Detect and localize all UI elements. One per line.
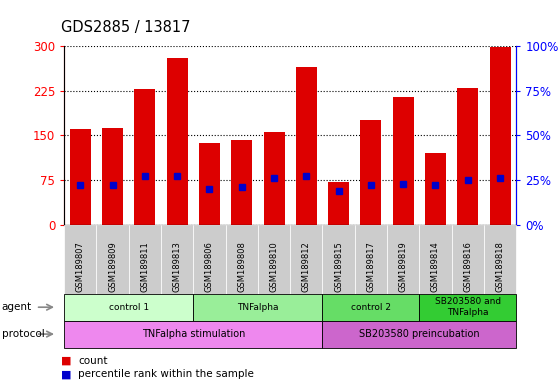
Text: GSM189817: GSM189817	[367, 241, 376, 292]
Bar	[263, 132, 285, 225]
Text: GSM189815: GSM189815	[334, 241, 343, 292]
Text: GSM189816: GSM189816	[463, 241, 472, 292]
Text: count: count	[78, 356, 108, 366]
Text: GSM189812: GSM189812	[302, 241, 311, 292]
Text: control 2: control 2	[351, 303, 391, 312]
Text: control 1: control 1	[109, 303, 149, 312]
Bar	[199, 143, 220, 225]
Text: GSM189818: GSM189818	[496, 241, 504, 292]
Text: GSM189811: GSM189811	[141, 241, 150, 292]
Bar	[457, 88, 478, 225]
Bar	[167, 58, 187, 225]
Bar	[134, 89, 155, 225]
Text: TNFalpha stimulation: TNFalpha stimulation	[142, 329, 245, 339]
Text: ■: ■	[61, 369, 72, 379]
Bar	[102, 128, 123, 225]
Text: GSM189808: GSM189808	[237, 241, 246, 292]
Text: GDS2885 / 13817: GDS2885 / 13817	[61, 20, 191, 35]
Text: SB203580 preincubation: SB203580 preincubation	[359, 329, 480, 339]
Text: GSM189813: GSM189813	[172, 241, 182, 292]
Bar	[393, 97, 413, 225]
Text: TNFalpha: TNFalpha	[237, 303, 278, 312]
Text: SB203580 and
TNFalpha: SB203580 and TNFalpha	[435, 298, 501, 317]
Bar	[296, 67, 317, 225]
Text: GSM189809: GSM189809	[108, 241, 117, 292]
Text: percentile rank within the sample: percentile rank within the sample	[78, 369, 254, 379]
Bar	[425, 153, 446, 225]
Text: GSM189814: GSM189814	[431, 241, 440, 292]
Bar	[360, 121, 381, 225]
Bar	[489, 47, 511, 225]
Text: ■: ■	[61, 356, 72, 366]
Text: GSM189807: GSM189807	[76, 241, 85, 292]
Text: protocol: protocol	[2, 329, 45, 339]
Bar	[328, 182, 349, 225]
Text: agent: agent	[2, 302, 32, 312]
Text: GSM189810: GSM189810	[270, 241, 278, 292]
Text: GSM189806: GSM189806	[205, 241, 214, 292]
Bar	[231, 139, 252, 225]
Text: GSM189819: GSM189819	[398, 241, 408, 292]
Bar	[70, 129, 91, 225]
